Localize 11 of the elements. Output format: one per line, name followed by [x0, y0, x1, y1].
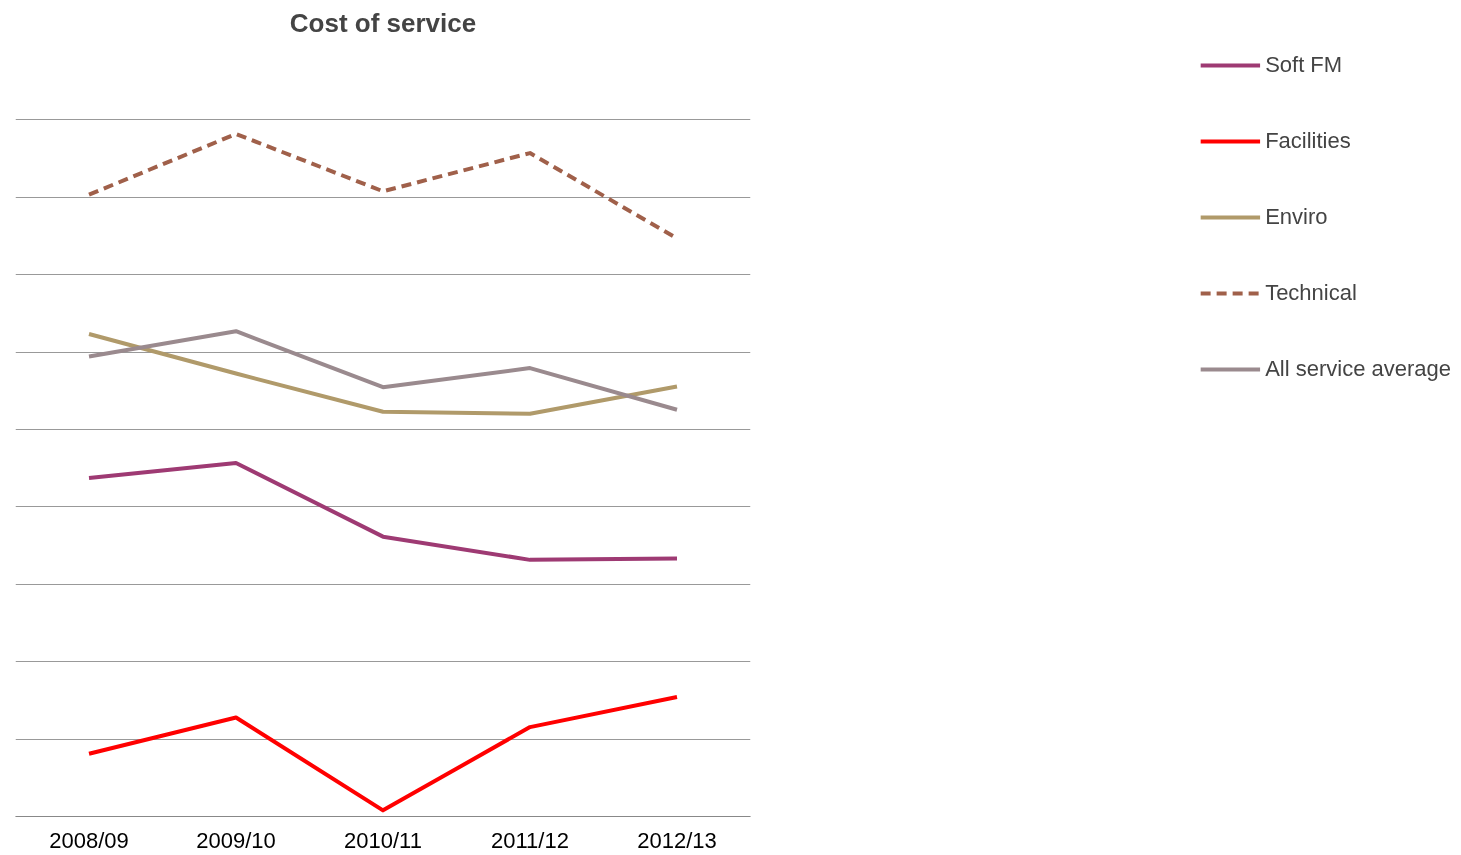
x-tick-label: 2012/13: [637, 827, 717, 853]
legend-label: Enviro: [1265, 204, 1329, 230]
legend-label: Soft FM: [1265, 52, 1344, 78]
legend-label: Technical: [1265, 280, 1358, 306]
legend-label: All service average: [1265, 356, 1451, 382]
x-tick-label: 2010/11: [344, 827, 422, 853]
x-tick-label: 2008/09: [49, 827, 129, 853]
x-tick-label: 2011/12: [491, 827, 569, 853]
x-tick-label: 2009/10: [196, 827, 276, 853]
chart-title: Cost of service: [289, 7, 477, 38]
legend-label: Facilities: [1265, 128, 1352, 154]
